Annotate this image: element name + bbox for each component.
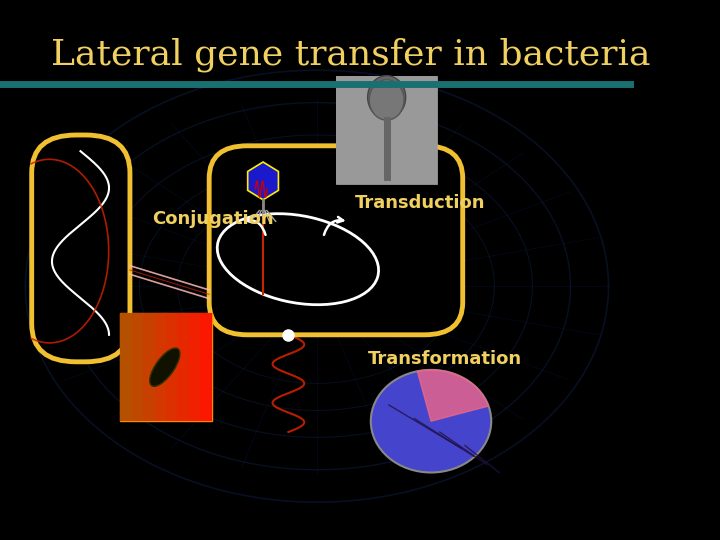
Ellipse shape [369,80,404,120]
FancyBboxPatch shape [166,313,178,421]
FancyBboxPatch shape [210,146,463,335]
Ellipse shape [150,348,180,386]
FancyBboxPatch shape [336,76,437,184]
FancyBboxPatch shape [120,313,212,421]
Text: Lateral gene transfer in bacteria: Lateral gene transfer in bacteria [50,38,650,72]
Text: Transformation: Transformation [368,350,522,368]
Polygon shape [418,370,489,421]
FancyBboxPatch shape [132,313,143,421]
Text: Conjugation: Conjugation [152,210,274,228]
FancyBboxPatch shape [120,313,132,421]
FancyBboxPatch shape [143,313,155,421]
FancyBboxPatch shape [178,313,189,421]
Circle shape [371,370,491,472]
Polygon shape [248,162,279,200]
FancyBboxPatch shape [200,313,212,421]
FancyBboxPatch shape [189,313,200,421]
Ellipse shape [368,76,405,119]
FancyBboxPatch shape [32,135,130,362]
FancyBboxPatch shape [155,313,166,421]
FancyBboxPatch shape [336,76,437,184]
Text: Transduction: Transduction [355,193,485,212]
